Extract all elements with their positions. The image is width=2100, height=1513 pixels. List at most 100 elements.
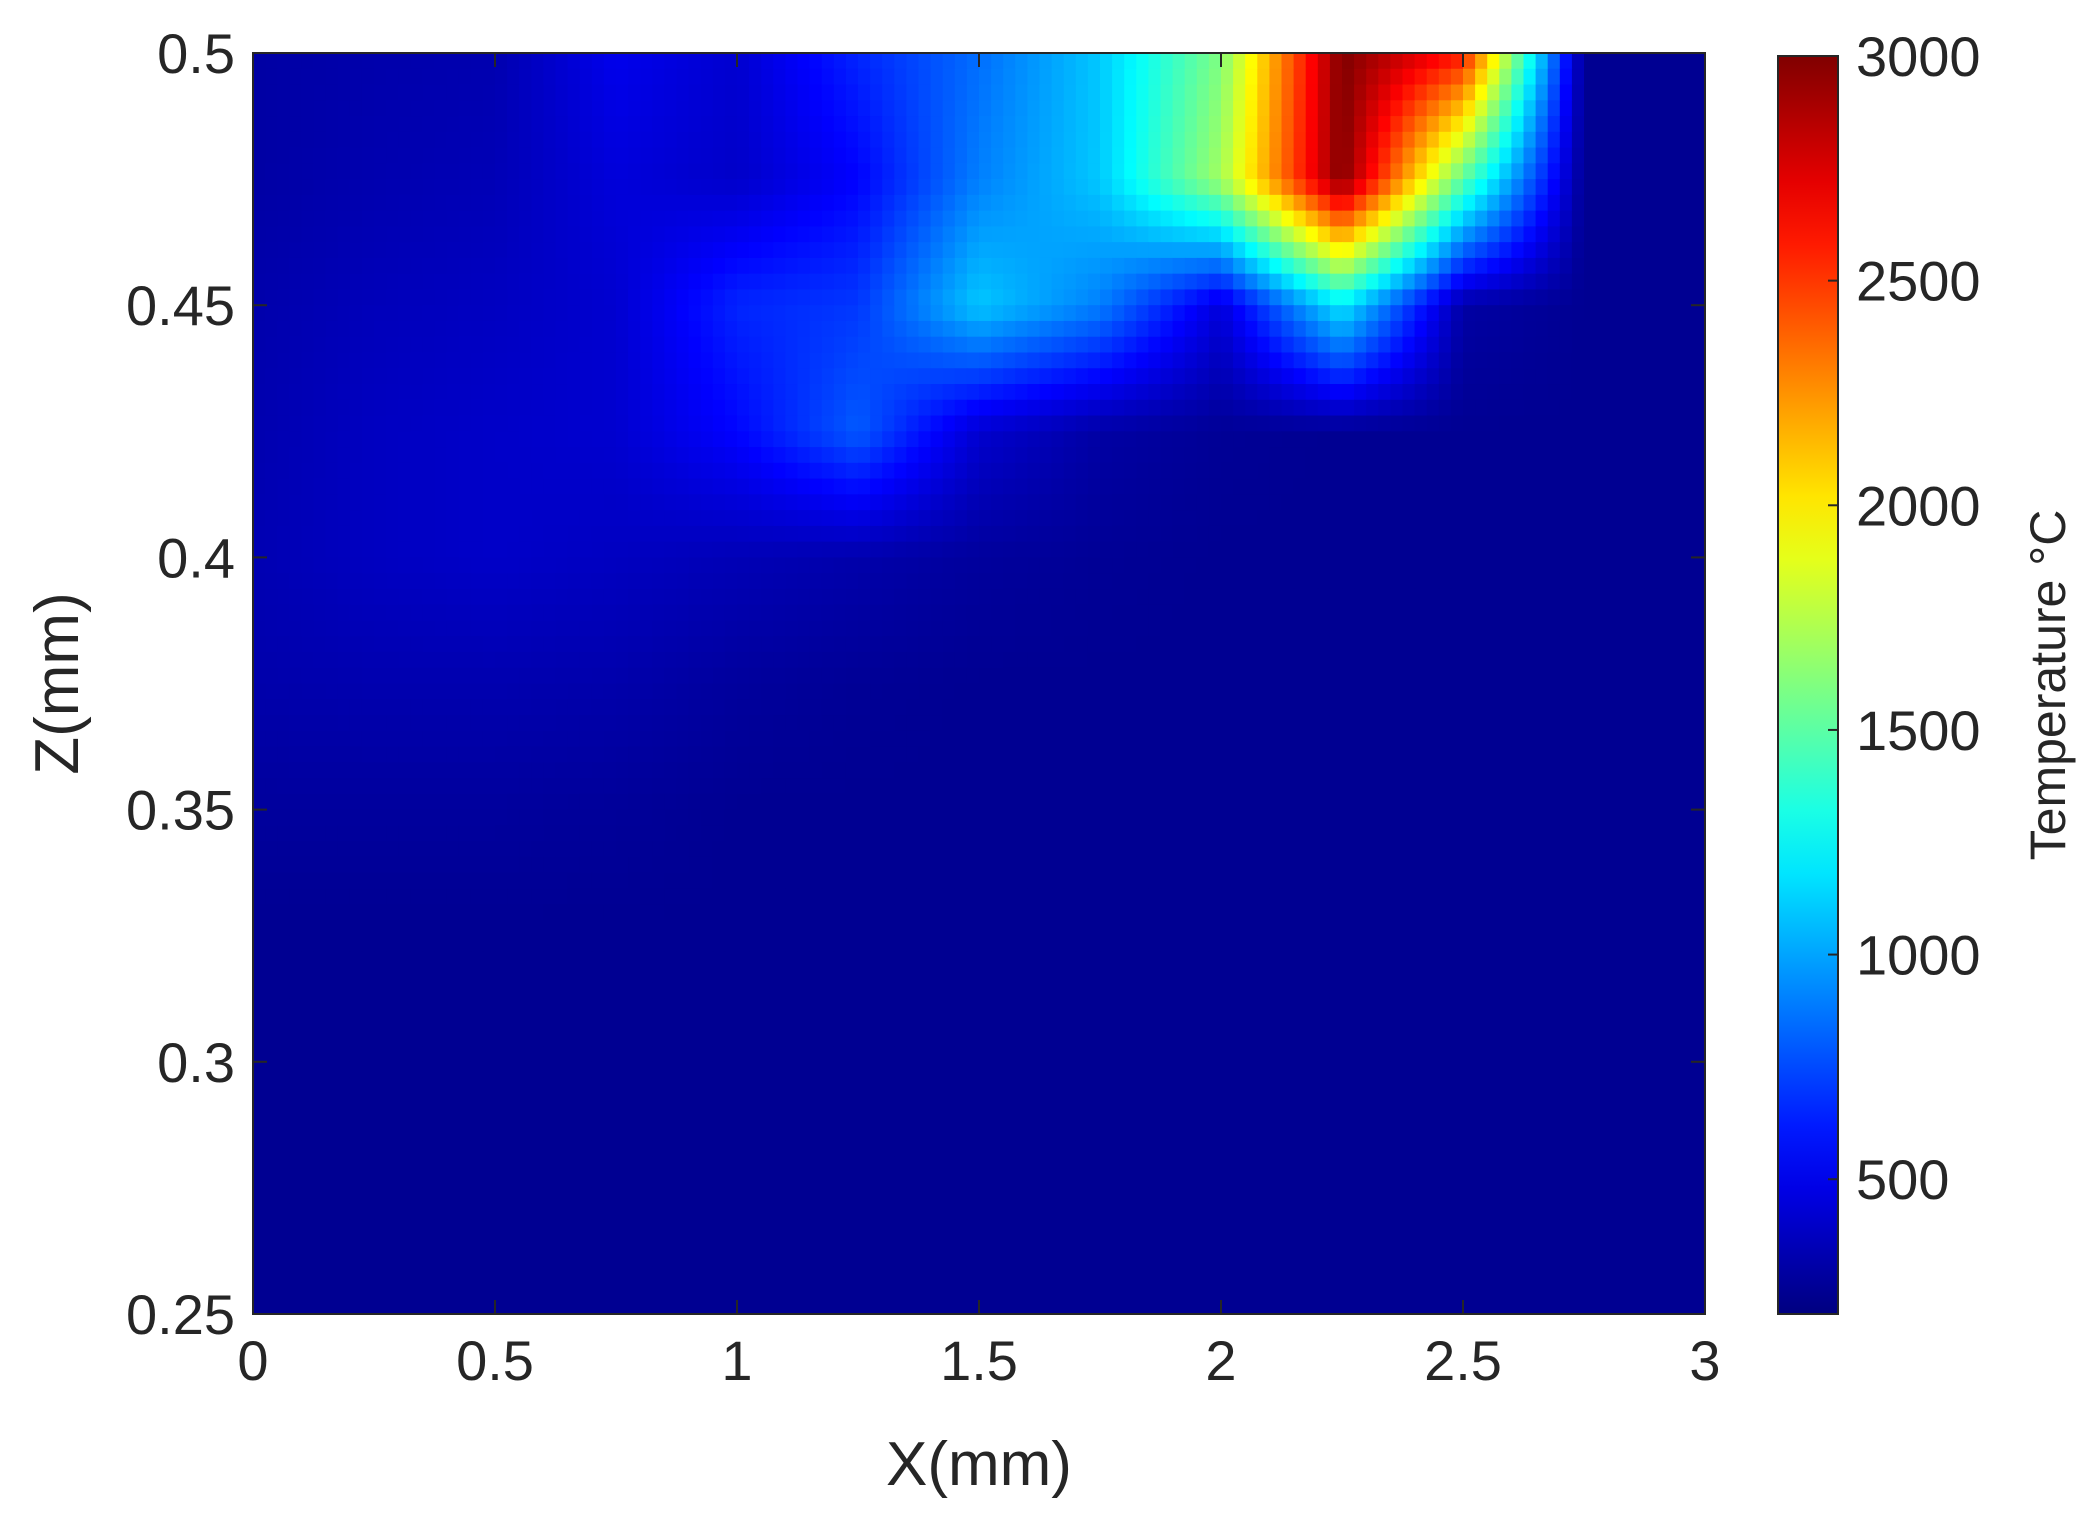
heatmap-cell xyxy=(531,699,544,716)
heatmap-cell xyxy=(1402,257,1416,275)
heatmap-cell xyxy=(1571,163,1585,180)
heatmap-cell xyxy=(1487,399,1500,417)
heatmap-cell xyxy=(1075,510,1089,527)
heatmap-cell xyxy=(1039,368,1053,385)
heatmap-cell xyxy=(1136,352,1149,369)
heatmap-cell xyxy=(265,320,278,338)
heatmap-cell xyxy=(1015,194,1028,212)
heatmap-cell xyxy=(1342,415,1355,432)
heatmap-cell xyxy=(628,431,641,448)
heatmap-cell xyxy=(1342,116,1355,133)
heatmap-cell xyxy=(1027,320,1041,338)
heatmap-cell xyxy=(555,163,569,180)
heatmap-cell xyxy=(724,431,738,448)
heatmap-cell xyxy=(349,131,363,149)
heatmap-cell xyxy=(724,588,738,606)
heatmap-cell xyxy=(1003,415,1016,432)
heatmap-cell xyxy=(603,163,617,180)
heatmap-cell xyxy=(337,573,351,590)
heatmap-cell xyxy=(991,667,1004,685)
heatmap-cell xyxy=(1196,494,1210,511)
heatmap-cell xyxy=(1281,588,1295,606)
heatmap-cell xyxy=(1584,384,1597,401)
heatmap-cell xyxy=(1269,447,1283,464)
heatmap-cell xyxy=(1475,683,1488,700)
heatmap-cell xyxy=(1305,242,1319,259)
heatmap-cell xyxy=(1668,399,1682,417)
heatmap-cell xyxy=(1402,84,1416,101)
heatmap-cell xyxy=(1039,620,1053,637)
heatmap-cell xyxy=(1087,320,1101,338)
heatmap-cell xyxy=(1051,604,1065,622)
heatmap-cell xyxy=(289,131,302,149)
heatmap-cell xyxy=(1378,494,1391,511)
heatmap-cell xyxy=(749,683,762,700)
heatmap-cell xyxy=(507,289,520,306)
heatmap-cell xyxy=(1063,289,1077,306)
heatmap-cell xyxy=(1075,683,1089,700)
heatmap-cell xyxy=(688,147,702,164)
heatmap-cell xyxy=(567,620,581,637)
heatmap-cell xyxy=(1329,352,1343,369)
heatmap-cell xyxy=(1499,541,1512,558)
heatmap-cell xyxy=(1208,194,1222,212)
heatmap-cell xyxy=(1257,68,1270,86)
heatmap-cell xyxy=(688,431,702,448)
heatmap-cell xyxy=(628,447,641,464)
heatmap-cell xyxy=(676,273,690,291)
heatmap-cell xyxy=(1317,305,1331,322)
heatmap-cell xyxy=(1559,226,1573,243)
heatmap-cell xyxy=(398,667,411,685)
heatmap-cell xyxy=(1305,320,1319,338)
heatmap-cell xyxy=(1487,336,1500,354)
heatmap-cell xyxy=(809,289,823,306)
heatmap-cell xyxy=(1233,384,1246,401)
heatmap-cell xyxy=(966,100,980,117)
heatmap-cell xyxy=(918,494,932,511)
heatmap-cell xyxy=(1269,336,1283,354)
heatmap-cell xyxy=(882,336,895,354)
heatmap-cell xyxy=(470,494,484,511)
heatmap-cell xyxy=(1329,84,1343,101)
heatmap-cell xyxy=(1450,320,1464,338)
heatmap-cell xyxy=(1656,683,1670,700)
heatmap-cell xyxy=(1438,399,1452,417)
heatmap-cell xyxy=(277,667,290,685)
heatmap-cell xyxy=(676,636,690,653)
heatmap-cell xyxy=(1426,273,1440,291)
heatmap-cell xyxy=(1087,257,1101,275)
heatmap-cell xyxy=(991,194,1004,212)
heatmap-cell xyxy=(1027,384,1041,401)
heatmap-cell xyxy=(1245,604,1258,622)
heatmap-cell xyxy=(446,179,460,196)
heatmap-cell xyxy=(1463,431,1476,448)
heatmap-cell xyxy=(1414,399,1428,417)
heatmap-cell xyxy=(507,510,520,527)
heatmap-cell xyxy=(386,683,399,700)
heatmap-cell xyxy=(361,447,375,464)
heatmap-cell xyxy=(991,320,1004,338)
heatmap-cell xyxy=(1680,352,1694,369)
heatmap-cell xyxy=(1342,147,1355,164)
heatmap-cell xyxy=(1342,352,1355,369)
heatmap-cell xyxy=(591,131,605,149)
heatmap-cell xyxy=(567,163,581,180)
heatmap-cell xyxy=(603,289,617,306)
heatmap-cell xyxy=(1208,116,1222,133)
heatmap-cell xyxy=(688,163,702,180)
heatmap-cell xyxy=(1584,53,1597,70)
heatmap-cell xyxy=(858,462,871,480)
heatmap-cell xyxy=(761,431,774,448)
heatmap-cell xyxy=(495,667,508,685)
heatmap-cell xyxy=(349,478,363,495)
heatmap-cell xyxy=(1172,620,1186,637)
heatmap-cell xyxy=(785,320,799,338)
heatmap-cell xyxy=(1003,53,1016,70)
heatmap-cell xyxy=(265,573,278,590)
heatmap-cell xyxy=(1487,226,1500,243)
heatmap-cell xyxy=(1329,163,1343,180)
heatmap-cell xyxy=(979,320,992,338)
heatmap-cell xyxy=(664,494,678,511)
heatmap-cell xyxy=(277,510,290,527)
heatmap-cell xyxy=(1015,573,1028,590)
